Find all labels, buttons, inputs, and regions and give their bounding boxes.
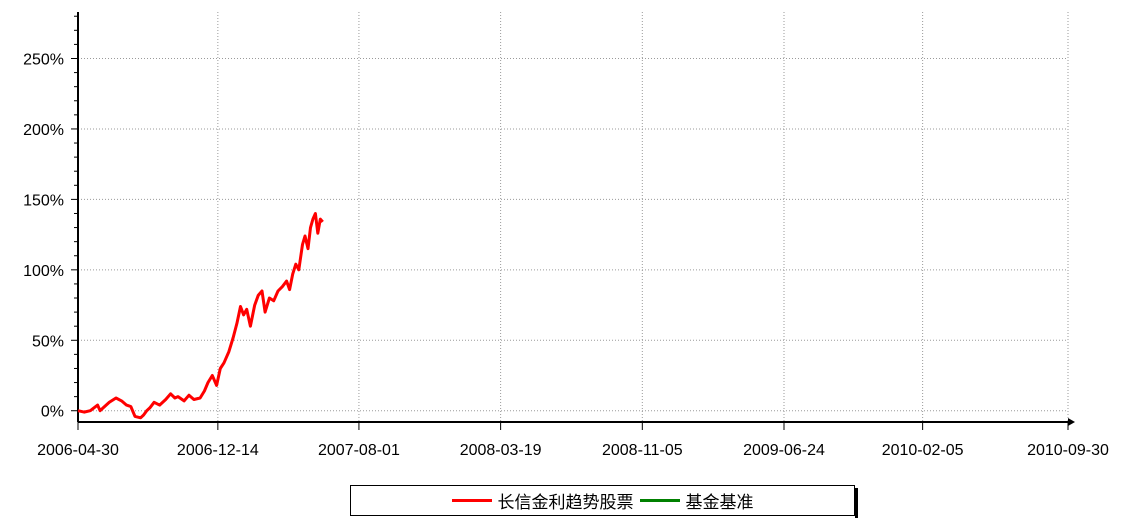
- x-tick-label: 2009-06-24: [743, 442, 825, 459]
- legend-label-fund: 长信金利趋势股票: [497, 493, 634, 513]
- series-lines: [77, 212, 324, 420]
- x-tick-label: 2008-11-05: [602, 442, 683, 459]
- legend-shadow: [855, 488, 858, 518]
- x-tick-label: 2010-02-05: [882, 442, 964, 459]
- y-tick-label: 200%: [23, 122, 64, 139]
- legend-item-benchmark: 基金基准: [639, 488, 754, 513]
- y-tick-label: 250%: [23, 51, 64, 68]
- x-tick-label: 2008-03-19: [460, 442, 542, 459]
- legend-label-benchmark: 基金基准: [685, 493, 754, 513]
- y-tick-label: 50%: [32, 333, 64, 350]
- x-tick-label: 2006-04-30: [37, 442, 119, 459]
- x-tick-label: 2006-12-14: [177, 442, 259, 459]
- axes: [77, 12, 1075, 426]
- series-line-0: [77, 212, 324, 420]
- y-tick-label: 100%: [23, 263, 64, 280]
- x-tick-label: 2010-09-30: [1027, 442, 1109, 459]
- x-tick-label: 2007-08-01: [318, 442, 400, 459]
- legend-swatch-fund: [451, 499, 492, 502]
- x-axis-ticks: 2006-04-30 2006-12-14 2007-08-01 2008-03-19…: [37, 422, 1109, 459]
- x-axis-arrow: [1068, 418, 1075, 426]
- legend: 长信金利趋势股票 基金基准: [350, 485, 855, 516]
- legend-item-fund: 长信金利趋势股票: [451, 488, 634, 513]
- legend-swatch-benchmark: [639, 499, 680, 502]
- y-tick-label: 0%: [41, 404, 64, 421]
- y-axis-ticks: 0% 50% 100% 150% 200% 250%: [23, 15, 78, 421]
- y-tick-label: 150%: [23, 192, 64, 209]
- grid-lines: [78, 12, 1069, 422]
